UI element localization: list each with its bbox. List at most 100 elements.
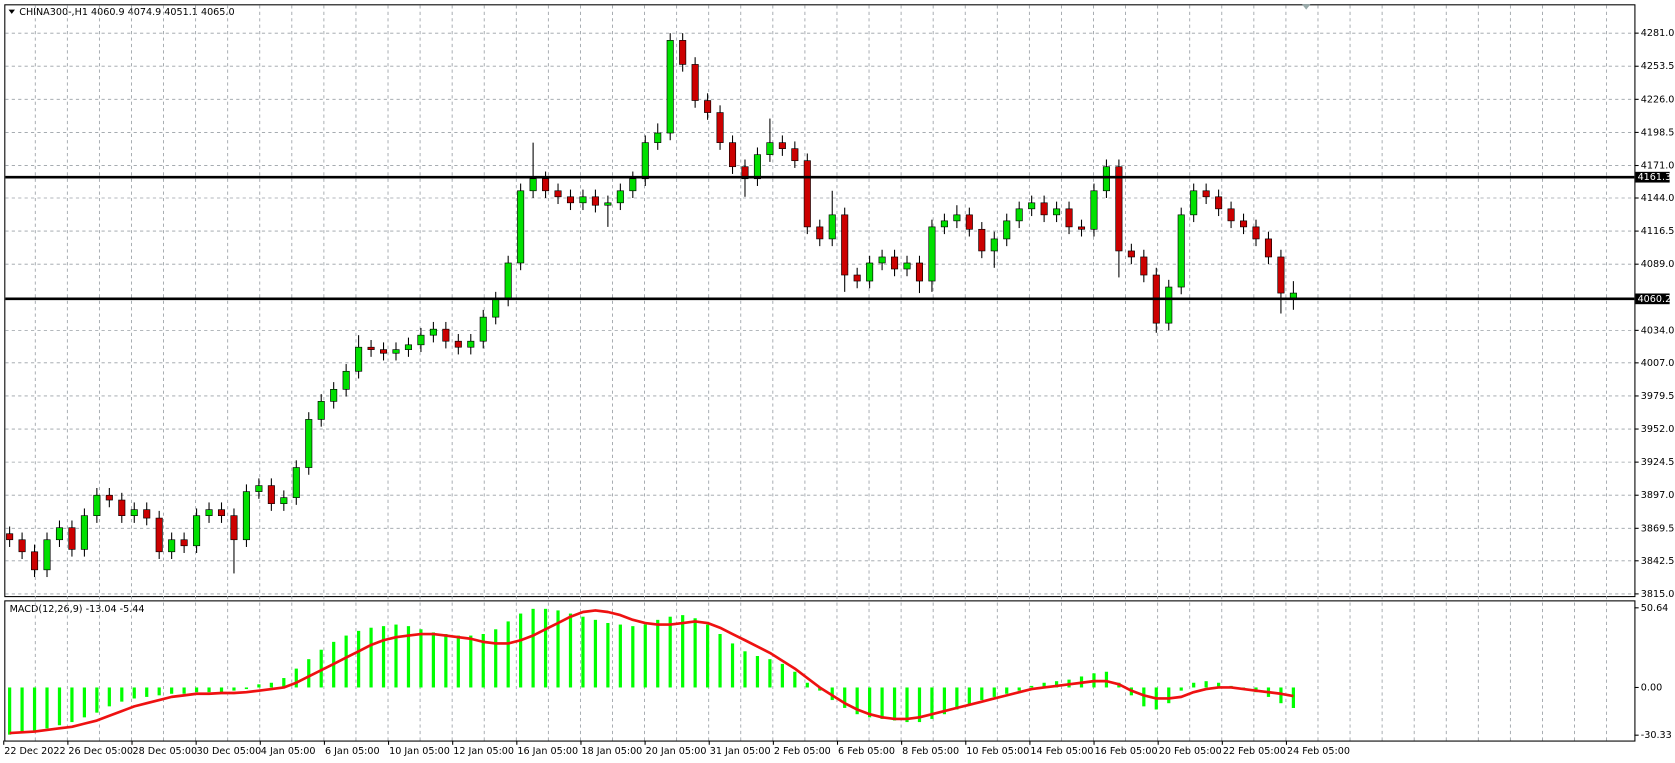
y-tick-label: 3979.5: [1641, 391, 1675, 402]
candle-body: [654, 132, 662, 143]
candle-body: [1289, 292, 1297, 299]
candle-body: [217, 509, 226, 516]
y-tick-label: 3815.0: [1641, 589, 1675, 600]
histogram-bar: [967, 687, 971, 705]
y-tick-label: 4089.0: [1641, 259, 1675, 270]
y-tick-label: -30.33: [1641, 730, 1672, 741]
histogram-bar: [344, 635, 348, 688]
candle-body: [168, 539, 176, 553]
candle-body: [80, 515, 88, 550]
candle-body: [841, 214, 849, 276]
x-tick-label: 22 Dec 2022: [4, 746, 65, 757]
histogram-bar: [992, 687, 996, 697]
menu-arrow: [8, 9, 15, 14]
x-tick-label: 6 Jan 05:00: [325, 746, 380, 757]
histogram-bar: [419, 629, 423, 688]
candle-body: [6, 533, 14, 541]
candle-body: [716, 112, 724, 143]
candle-body: [242, 491, 250, 541]
candle-body: [566, 196, 575, 204]
histogram-bar: [942, 687, 947, 715]
histogram-bar: [1017, 687, 1021, 691]
candle-body: [367, 346, 375, 350]
candle-body: [1115, 166, 1123, 252]
x-tick-label: 18 Jan 05:00: [581, 746, 642, 757]
y-tick-label: 3952.0: [1641, 424, 1675, 435]
histogram-bar: [157, 687, 161, 696]
histogram-bar: [805, 682, 809, 688]
candle-body: [641, 142, 649, 180]
x-tick-label: 26 Dec 05:00: [68, 746, 133, 757]
y-tick-label: 3924.5: [1641, 457, 1675, 468]
histogram-bar: [1042, 682, 1046, 688]
candle-body: [953, 214, 961, 222]
histogram-bar: [1104, 671, 1109, 688]
candle-body: [180, 539, 188, 547]
candle-body: [143, 509, 151, 519]
histogram-bar: [1005, 687, 1009, 694]
candle-body: [43, 539, 51, 571]
histogram-bar: [357, 630, 361, 688]
candle-body: [853, 274, 861, 282]
y-tick-label: 4198.5: [1641, 127, 1675, 138]
x-tick-label: 4 Jan 05:00: [261, 746, 316, 757]
candle-body: [591, 196, 599, 206]
histogram-bar: [8, 687, 12, 735]
candle-body: [118, 499, 126, 516]
level-tag: [1635, 171, 1670, 183]
candle-body: [517, 190, 525, 264]
candle-body: [479, 316, 487, 342]
histogram-bar: [681, 615, 685, 688]
histogram-bar: [107, 687, 111, 707]
histogram-bar: [1291, 687, 1295, 708]
candle-body: [940, 220, 948, 228]
indicator-title: MACD(12,26,9) -13.04 -5.44: [10, 604, 145, 615]
histogram-bar: [543, 608, 548, 688]
candle-body: [704, 100, 712, 113]
histogram-bar: [145, 687, 149, 697]
histogram-bar: [194, 687, 199, 693]
histogram-bar: [793, 671, 797, 688]
candle-body: [679, 40, 687, 65]
level-label: 4161.3: [1638, 172, 1672, 183]
candle-body: [330, 389, 338, 402]
x-tick-label: 16 Jan 05:00: [517, 746, 578, 757]
candle-body: [616, 190, 624, 204]
histogram-bar: [593, 619, 598, 688]
histogram-bar: [631, 626, 635, 688]
x-tick-label: 20 Feb 05:00: [1159, 746, 1222, 757]
y-tick-label: 4253.5: [1641, 61, 1675, 72]
level-label: 4060.2: [1638, 294, 1672, 305]
x-tick-label: 12 Jan 05:00: [453, 746, 514, 757]
histogram-bar: [843, 687, 847, 708]
candle-body: [1240, 220, 1248, 228]
histogram-bar: [481, 634, 485, 688]
candle-body: [1215, 196, 1223, 210]
histogram-bar: [32, 687, 37, 732]
candle-body: [1077, 226, 1086, 230]
candle-body: [429, 328, 437, 336]
histogram-bar: [1192, 682, 1196, 688]
candle-body: [404, 344, 412, 350]
candle-body: [1065, 208, 1073, 228]
x-tick-label: 31 Jan 05:00: [710, 746, 771, 757]
y-tick-label: 3842.5: [1641, 556, 1675, 567]
candle-body: [1277, 256, 1285, 294]
histogram-bar: [469, 635, 473, 688]
candle-body: [766, 142, 774, 156]
x-tick-label: 24 Feb 05:00: [1287, 746, 1350, 757]
candle-body: [1003, 220, 1011, 240]
histogram-bar: [1204, 681, 1208, 688]
candle-body: [267, 485, 275, 504]
histogram-bar: [257, 684, 261, 688]
candle-body: [442, 328, 450, 342]
histogram-bar: [1030, 685, 1034, 688]
candle-body: [55, 527, 64, 541]
histogram-bar: [381, 626, 386, 688]
histogram-bar: [182, 687, 186, 694]
shift-marker: [1301, 4, 1311, 10]
y-tick-label: 3897.0: [1641, 490, 1675, 501]
candle-body: [1140, 256, 1148, 276]
histogram-bar: [818, 687, 822, 691]
